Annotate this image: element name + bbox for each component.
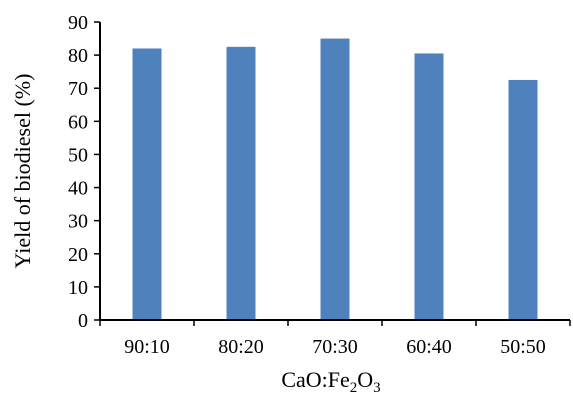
bar-80-20 [226, 46, 256, 320]
bar-60-40 [414, 53, 444, 320]
y-tick-label: 10 [68, 277, 88, 299]
x-axis: 90:10 80:20 70:30 60:40 50:50 [99, 319, 571, 358]
y-tick-label: 50 [68, 144, 88, 166]
y-tick-label: 30 [68, 211, 88, 233]
x-axis-title-part: CaO:Fe [281, 367, 349, 392]
x-tick-label: 70:30 [312, 336, 358, 358]
x-axis-title-part: O [357, 367, 373, 392]
x-axis-title-subscript: 3 [373, 380, 381, 396]
bar-70-30 [320, 38, 350, 321]
bar-90-10 [132, 48, 162, 320]
y-tick-label: 0 [78, 310, 88, 332]
y-ticks: 0 10 20 30 40 50 60 70 80 90 [68, 12, 100, 332]
x-axis-title-subscript: 2 [350, 380, 358, 396]
y-tick-label: 20 [68, 244, 88, 266]
x-axis-title: CaO:Fe2O3 [281, 367, 380, 396]
y-axis-title: Yield of biodiesel (%) [10, 74, 35, 269]
y-tick-label: 60 [68, 111, 88, 133]
x-tick-label: 50:50 [500, 336, 546, 358]
x-ticks: 90:10 80:20 70:30 60:40 50:50 [99, 320, 571, 358]
y-tick-label: 40 [68, 178, 88, 200]
x-tick-label: 90:10 [124, 336, 170, 358]
bar-50-50 [508, 79, 538, 320]
y-axis: 0 10 20 30 40 50 60 70 80 90 [68, 12, 101, 332]
x-tick-label: 80:20 [218, 336, 264, 358]
y-tick-label: 80 [68, 45, 88, 67]
x-tick-label: 60:40 [406, 336, 452, 358]
bars-group [132, 38, 538, 321]
y-tick-label: 90 [68, 12, 88, 34]
y-tick-label: 70 [68, 78, 88, 100]
